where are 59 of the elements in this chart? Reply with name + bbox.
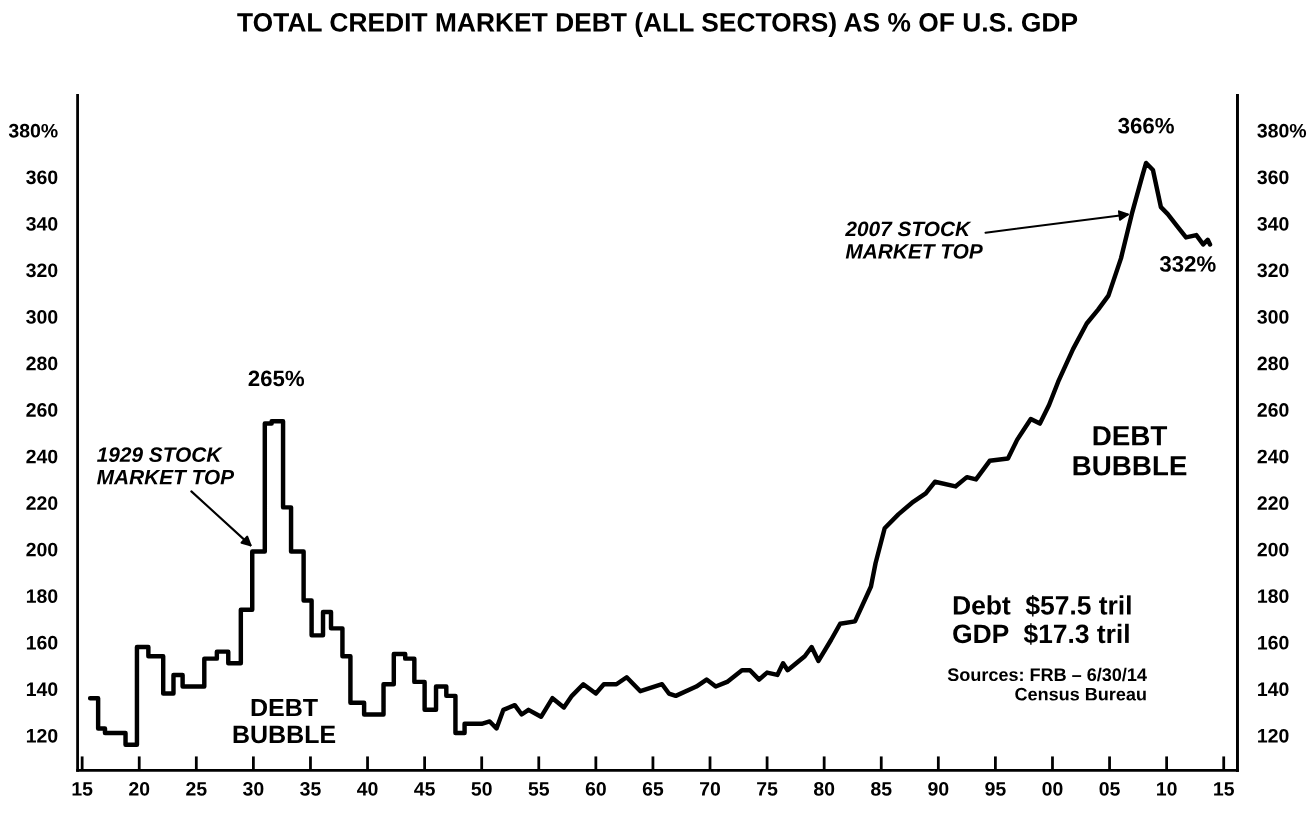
y-tick-label: 340: [26, 216, 58, 231]
y2-tick-label: 240: [1257, 449, 1289, 464]
x-tick-label: 30: [243, 781, 264, 796]
y-tick-label: 260: [26, 403, 58, 417]
x-tick-label: 45: [414, 782, 435, 796]
y-tick-label: 120: [26, 728, 58, 743]
annotation: 1929 STOCK MARKET TOP: [97, 447, 235, 485]
x-tick-label: 80: [813, 781, 835, 796]
y-tick-label: 300: [26, 310, 58, 324]
y2-tick-label: 140: [1258, 682, 1289, 697]
x-tick-label: 85: [871, 781, 892, 796]
y-tick-label: 220: [26, 496, 58, 510]
annotation: DEBT BUBBLE: [1073, 426, 1187, 476]
annotation: 366%: [1118, 117, 1174, 134]
x-tick-label: 65: [642, 781, 664, 796]
y-tick-label: 140: [26, 682, 58, 697]
x-tick-label: 25: [186, 781, 207, 796]
annotation: 2007 STOCK MARKET TOP: [845, 221, 983, 259]
x-tick-label: 60: [585, 781, 606, 796]
y2-tick-label: 160: [1258, 635, 1289, 650]
x-tick-label: 15: [72, 782, 93, 796]
x-tick-label: 75: [757, 782, 778, 796]
x-tick-label: 20: [129, 781, 150, 796]
y2-tick-label: 340: [1257, 216, 1289, 231]
x-tick-label: 95: [985, 781, 1006, 796]
y2-tick-label: 280: [1257, 356, 1289, 371]
annotation: 265%: [248, 370, 305, 387]
y2-tick-label: 200: [1257, 542, 1289, 557]
annotation: DEBT BUBBLE: [233, 698, 336, 744]
annotation: 332%: [1159, 256, 1216, 272]
y-tick-label: 380%: [8, 123, 58, 138]
y2-tick-label: 320: [1257, 263, 1289, 278]
y2-tick-label: 260: [1257, 403, 1289, 417]
y2-tick-label: 380%: [1257, 123, 1307, 138]
y2-tick-label: 360: [1257, 170, 1289, 185]
y-tick-label: 180: [26, 589, 58, 604]
x-tick-label: 40: [357, 781, 378, 796]
y2-tick-label: 120: [1258, 728, 1289, 743]
y-tick-label: 360: [26, 170, 58, 185]
x-tick-label: 05: [1099, 781, 1120, 796]
y2-tick-label: 180: [1258, 589, 1289, 604]
x-tick-label: 70: [700, 781, 721, 796]
x-tick-label: 15: [1214, 782, 1234, 796]
y2-tick-label: 300: [1257, 310, 1289, 324]
y-tick-label: 240: [26, 449, 58, 464]
y-tick-label: 320: [26, 263, 58, 278]
x-tick-label: 90: [928, 781, 949, 796]
x-tick-label: 35: [300, 781, 321, 796]
y-tick-label: 160: [26, 635, 58, 650]
annotation: Debt $57.5 tril GDP $17.3 tril: [953, 594, 1131, 645]
x-tick-label: 50: [471, 781, 492, 796]
y-tick-label: 200: [26, 542, 58, 557]
x-tick-label: 10: [1157, 781, 1177, 796]
y2-tick-label: 220: [1257, 496, 1289, 510]
x-tick-label: 00: [1042, 781, 1063, 796]
x-tick-label: 55: [528, 782, 550, 796]
y-tick-label: 280: [26, 356, 58, 371]
chart-title: TOTAL CREDIT MARKET DEBT (ALL SECTORS) AS % OF U.S. GDP: [237, 12, 1078, 37]
annotation: Sources: FRB – 6/30/14 Census Bureau: [947, 667, 1147, 701]
